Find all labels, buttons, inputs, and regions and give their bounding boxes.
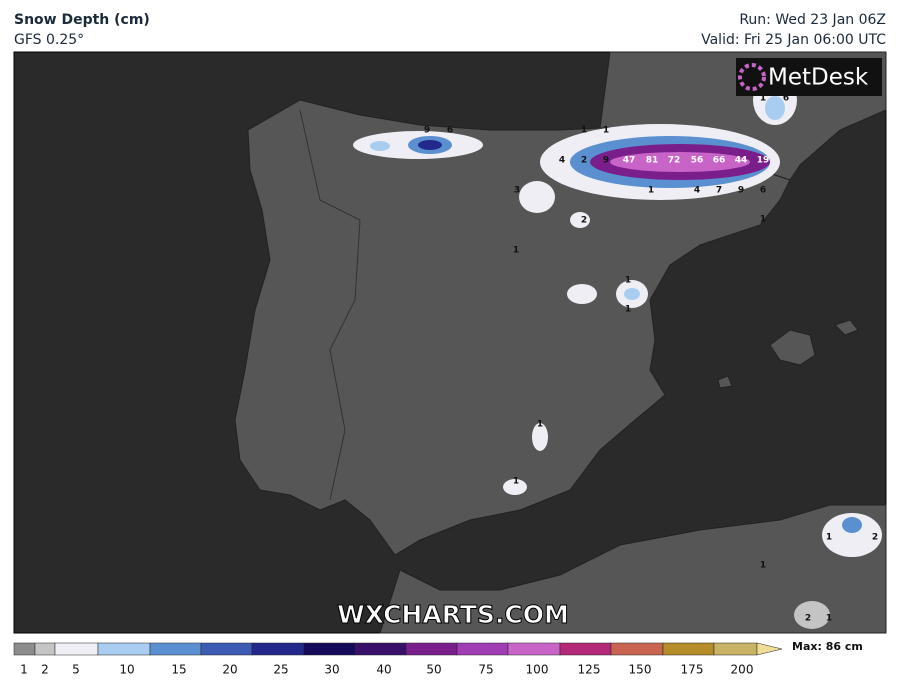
- map-label: 6: [760, 186, 766, 196]
- map-label: 44: [735, 156, 748, 166]
- snow-area: [353, 75, 882, 629]
- colorbar-tick-label: 40: [376, 663, 391, 677]
- colorbar-tick-label: 20: [222, 663, 237, 677]
- colorbar-tick-label: 5: [72, 663, 80, 677]
- colorbar-tick-label: 175: [681, 663, 704, 677]
- map-label: 6: [783, 94, 789, 104]
- colorbar-segment: [13, 642, 36, 656]
- colorbar-segment: [54, 642, 99, 656]
- map-label: 81: [646, 156, 659, 166]
- island: [834, 319, 859, 336]
- colorbar-tick-label: 30: [324, 663, 339, 677]
- map-label: 2: [581, 156, 587, 166]
- map-label: 9: [603, 156, 609, 166]
- island: [769, 329, 816, 366]
- map-label: 2: [805, 614, 811, 624]
- map-label: 7: [716, 186, 722, 196]
- colorbar-segment: [610, 642, 664, 656]
- map-label: 9: [424, 126, 430, 136]
- colorbar-tick-label: 25: [273, 663, 288, 677]
- run: Run: Wed 23 Jan 06Z: [739, 12, 886, 28]
- colorbar-tick-label: 125: [578, 663, 601, 677]
- map-label: 1: [826, 533, 832, 543]
- valid: Valid: Fri 25 Jan 06:00 UTC: [701, 32, 886, 48]
- colorbar-segment: [713, 642, 758, 656]
- map-label: 1: [625, 276, 631, 286]
- colorbar-segment: [456, 642, 509, 656]
- colorbar-segment: [200, 642, 253, 656]
- map-label: 3: [514, 186, 520, 196]
- colorbar-segment: [559, 642, 612, 656]
- africa: [379, 504, 887, 634]
- colorbar-segment: [251, 642, 305, 656]
- colorbar-arrow: [756, 642, 783, 656]
- title: Snow Depth (cm): [14, 12, 150, 28]
- colorbar-segment: [97, 642, 151, 656]
- colorbar-tick-label: 15: [171, 663, 186, 677]
- map-label: 1: [581, 126, 587, 136]
- island: [717, 375, 733, 389]
- map-label: 1: [760, 94, 766, 104]
- map-label: 1: [537, 420, 543, 430]
- colorbar-tick-label: 100: [526, 663, 549, 677]
- map-label: 4: [694, 186, 700, 196]
- map-label: 1: [760, 215, 766, 225]
- map-label: 6: [447, 126, 453, 136]
- map-label: 1: [513, 246, 519, 256]
- map-label: 1: [603, 126, 609, 136]
- map-label: 1: [513, 477, 519, 487]
- colorbar-tick-label: 1: [20, 663, 28, 677]
- colorbar-max: Max: 86 cm: [792, 640, 863, 653]
- map-label: 1: [760, 561, 766, 571]
- logo-icon: [738, 63, 766, 91]
- colorbar-segment: [303, 642, 356, 656]
- logo-box: [736, 58, 882, 96]
- map: MetDesk WXCHARTS.COM: [13, 51, 887, 634]
- colorbar-tick-label: 75: [478, 663, 493, 677]
- map-label: 2: [872, 533, 878, 543]
- map-label: 1: [625, 305, 631, 315]
- map-label: 56: [691, 156, 704, 166]
- map-label: 1: [826, 614, 832, 624]
- map-label: 1: [648, 186, 654, 196]
- colorbar-segment: [507, 642, 561, 656]
- colorbar-segment: [149, 642, 202, 656]
- colorbar-segment: [662, 642, 715, 656]
- logo: MetDesk: [768, 65, 869, 91]
- watermark: WXCHARTS.COM: [337, 600, 569, 629]
- colorbar-tick-label: 200: [731, 663, 754, 677]
- colorbar-segment: [354, 642, 407, 656]
- colorbar-tick-label: 10: [119, 663, 134, 677]
- map-label: 9: [738, 186, 744, 196]
- map-label: 2: [581, 216, 587, 226]
- model: GFS 0.25°: [14, 32, 84, 48]
- colorbar-tick-label: 50: [426, 663, 441, 677]
- colorbar-tick-label: 2: [41, 663, 49, 677]
- colorbar-tick-label: 150: [629, 663, 652, 677]
- border: [299, 109, 361, 501]
- map-label: 66: [713, 156, 726, 166]
- colorbar-segment: [405, 642, 458, 656]
- colorbar-segment: [34, 642, 56, 656]
- map-label: 19: [757, 156, 770, 166]
- map-label: 4: [559, 156, 565, 166]
- map-label: 47: [623, 156, 636, 166]
- map-label: 72: [668, 156, 681, 166]
